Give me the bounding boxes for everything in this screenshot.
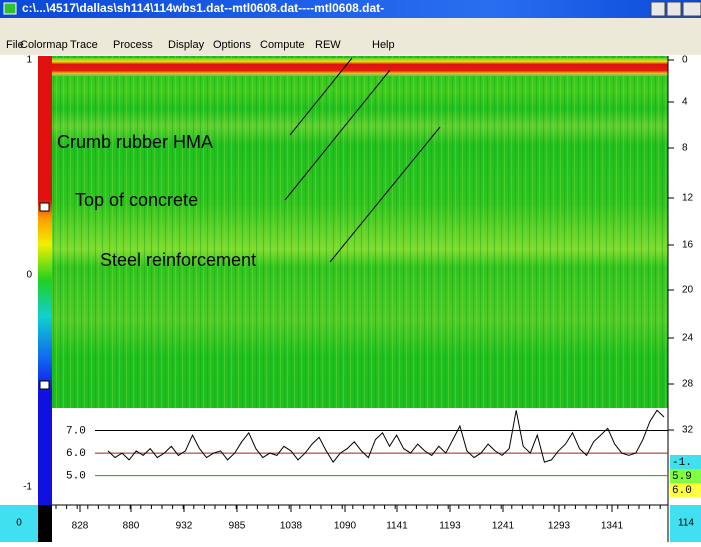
- menu-item[interactable]: Trace: [70, 39, 98, 51]
- app-icon: [3, 2, 17, 15]
- reference-label: 6.0: [66, 448, 86, 460]
- trace-axis-label: 828: [72, 521, 89, 532]
- trace-plot: [52, 408, 668, 505]
- window-title: c:\...\4517\dallas\sh114\114wbs1.dat--mt…: [22, 1, 384, 15]
- corner-label: 114: [678, 518, 694, 529]
- corner-bar: [38, 505, 52, 542]
- trace-axis-label: 1341: [601, 521, 624, 532]
- depth-label: 16: [682, 240, 694, 251]
- title-bar: [0, 0, 701, 18]
- corner-label: 0: [16, 518, 22, 529]
- maximize-button[interactable]: [666, 1, 682, 17]
- trace-axis-label: 880: [123, 521, 140, 532]
- color-scale-label: -1: [23, 482, 32, 493]
- color-bar: [38, 56, 52, 505]
- menu-item[interactable]: REW: [315, 39, 341, 51]
- menu-item[interactable]: File: [6, 39, 24, 51]
- menu-item[interactable]: Process: [113, 39, 153, 51]
- reference-label: 7.0: [66, 425, 86, 437]
- close-button[interactable]: [682, 1, 701, 17]
- depth-label: 0: [682, 55, 688, 66]
- trace-axis-label: 1193: [439, 521, 461, 532]
- surface-reflection: [52, 58, 668, 76]
- depth-label: 24: [682, 333, 694, 344]
- menu-item[interactable]: Display: [168, 39, 205, 51]
- depth-label: 8: [682, 143, 688, 154]
- minimize-button[interactable]: [650, 1, 666, 17]
- trace-axis-label: 932: [176, 521, 193, 532]
- menu-item[interactable]: Compute: [260, 39, 305, 51]
- corner-box: [670, 505, 701, 542]
- annotation: Steel reinforcement: [100, 250, 256, 270]
- depth-label: 4: [682, 97, 688, 108]
- depth-label: 20: [682, 285, 694, 296]
- color-marker: [39, 202, 50, 212]
- annotation: Top of concrete: [75, 190, 198, 210]
- menu-bar: [0, 18, 701, 55]
- reference-label: 5.0: [66, 471, 86, 483]
- annotation-pointer: [289, 57, 353, 136]
- trace-axis-label: 985: [229, 521, 246, 532]
- menu-item[interactable]: Options: [213, 39, 251, 51]
- depth-label: 28: [682, 379, 694, 390]
- trace-axis-label: 1241: [492, 521, 515, 532]
- menu-item[interactable]: Help: [372, 39, 395, 51]
- depth-label: 32: [682, 425, 694, 436]
- color-marker: [39, 380, 50, 390]
- annotation-pointer: [329, 126, 441, 263]
- color-scale-label: 1: [26, 55, 32, 66]
- radargram-texture: [52, 56, 668, 408]
- trace-axis-label: 1090: [334, 521, 357, 532]
- depth-label: 12: [682, 193, 694, 204]
- trace-axis-label: 1038: [280, 521, 303, 532]
- readout: 6.0: [672, 485, 692, 497]
- readout: -1.: [672, 457, 692, 469]
- annotation: Crumb rubber HMA: [57, 132, 213, 152]
- trace-axis-label: 1293: [548, 521, 571, 532]
- color-scale-label: 0: [26, 270, 32, 281]
- readout-box: [670, 455, 701, 469]
- readout: 5.9: [672, 471, 692, 483]
- trace-axis-label: 1141: [386, 521, 408, 532]
- menu-item[interactable]: Colormap: [20, 39, 68, 51]
- corner-box: [0, 505, 38, 542]
- readout-box: [670, 469, 701, 483]
- trace-line: [107, 409, 665, 463]
- readout-box: [670, 483, 701, 497]
- annotation-pointer: [284, 69, 391, 201]
